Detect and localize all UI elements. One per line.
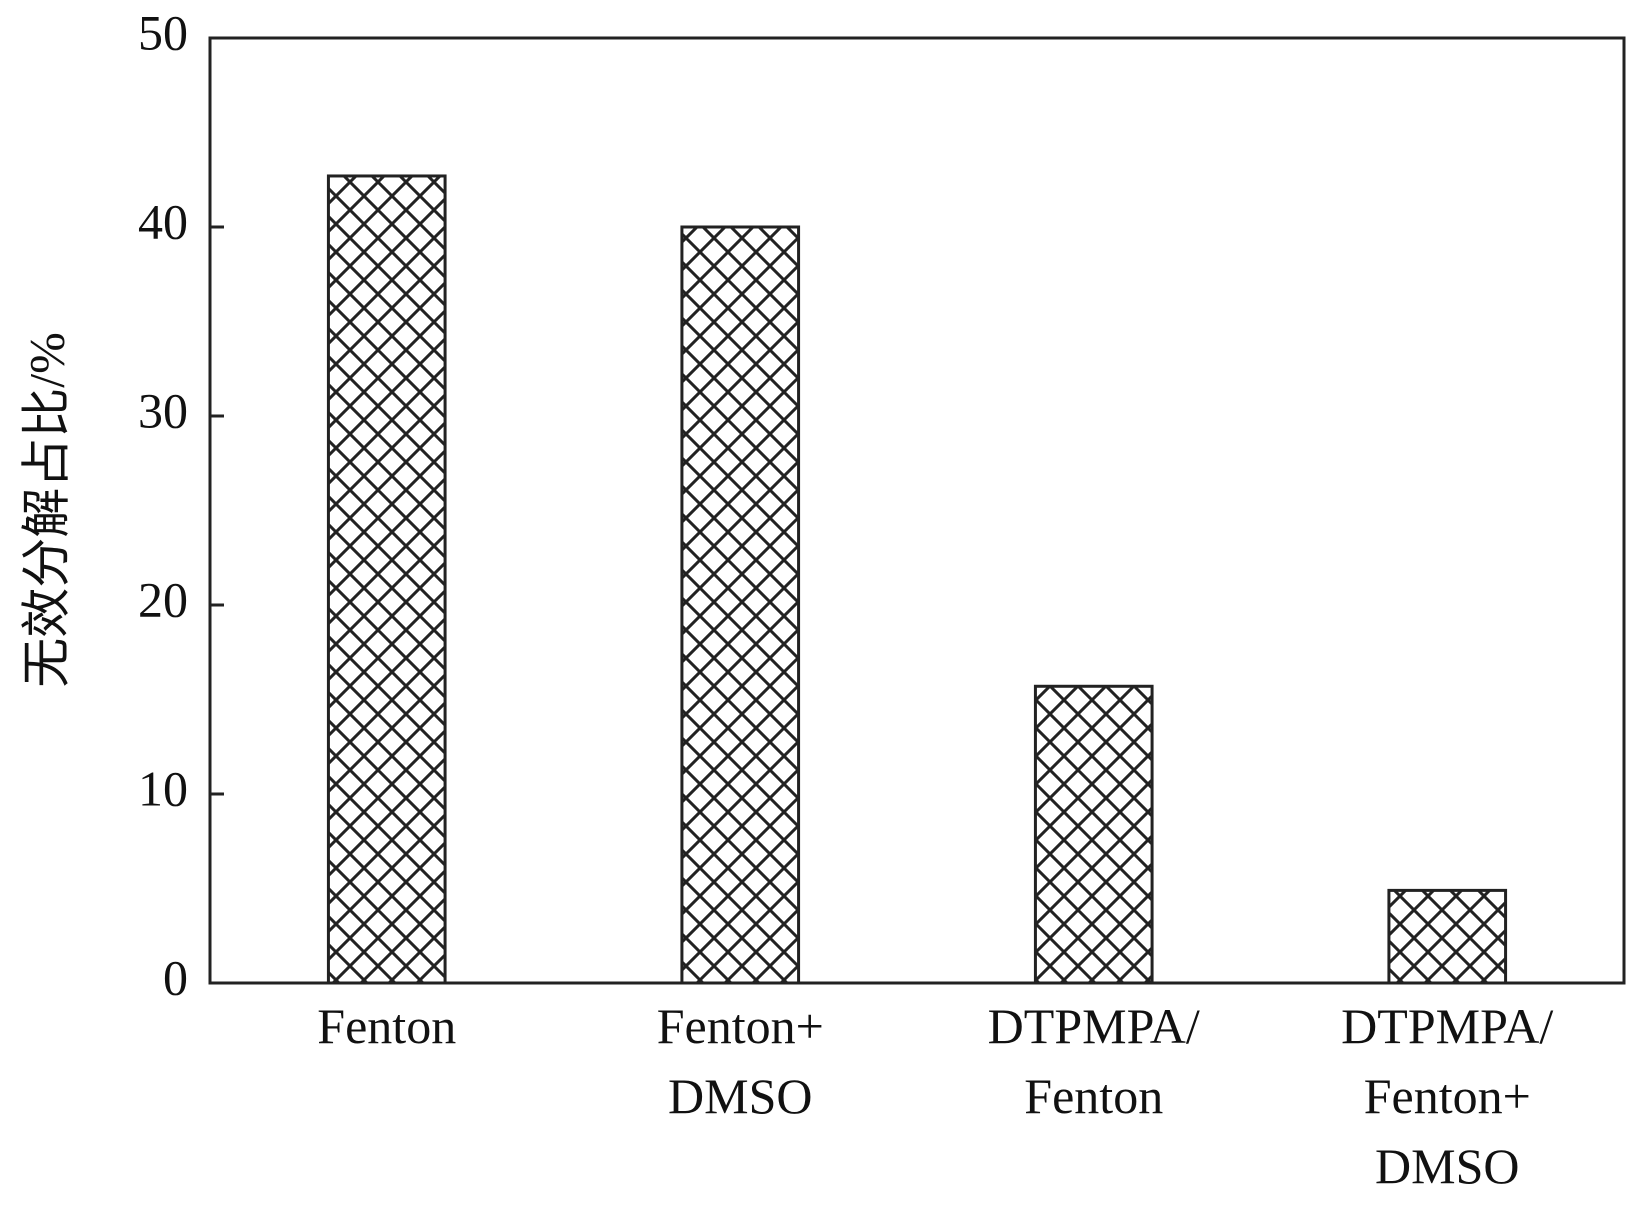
y-tick-label: 10 <box>138 760 188 816</box>
plot-frame <box>208 36 1626 985</box>
y-tick-label: 30 <box>138 382 188 438</box>
y-axis-label: 无效分解占比/% <box>18 332 74 688</box>
y-tick-label: 20 <box>138 571 188 627</box>
x-tick-label: DTPMPA/Fenton <box>988 998 1200 1124</box>
y-tick-label: 40 <box>138 193 188 249</box>
bar <box>680 225 801 985</box>
y-tick-label: 50 <box>138 4 188 60</box>
y-tick-label: 0 <box>163 949 188 1005</box>
x-tick-label: DTPMPA/Fenton+ DMSO <box>1341 998 1553 1194</box>
bar <box>1033 684 1154 985</box>
x-tick-label: Fenton+ DMSO <box>657 998 824 1124</box>
bar <box>326 174 447 985</box>
bar <box>1387 888 1508 985</box>
x-tick-label: Fenton <box>317 998 456 1054</box>
